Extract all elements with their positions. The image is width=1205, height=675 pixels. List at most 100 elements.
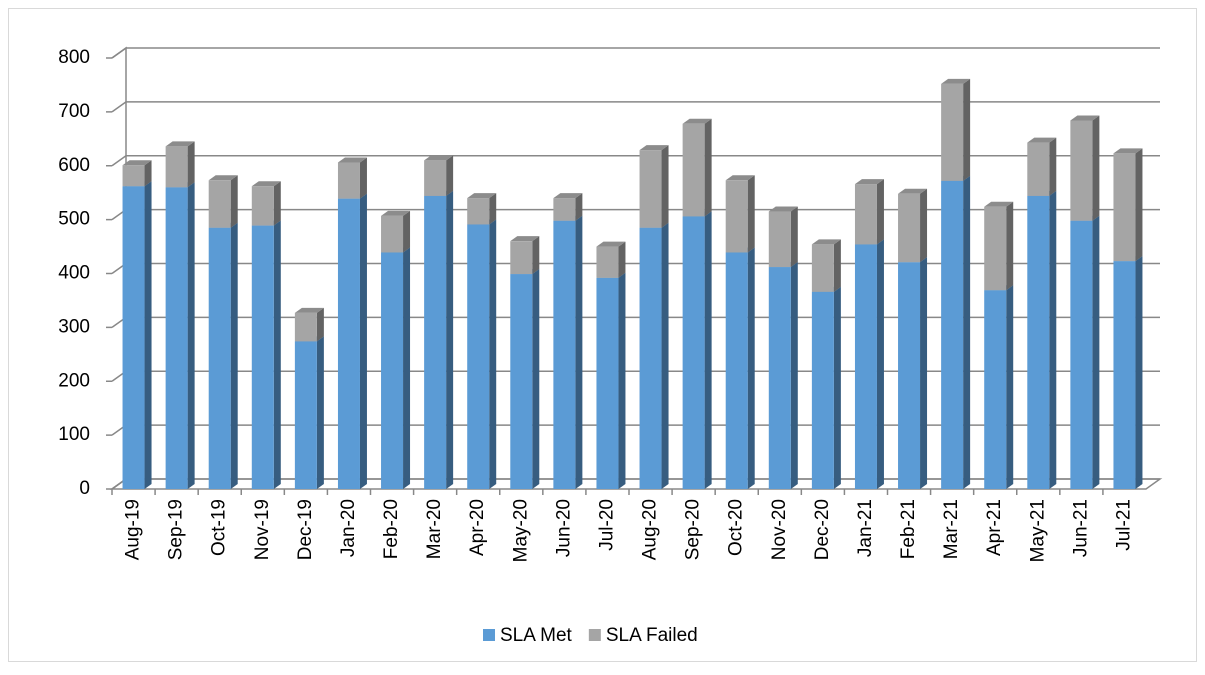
bar-top xyxy=(682,118,712,124)
bar xyxy=(898,193,921,263)
bar-side xyxy=(273,181,281,226)
bar-top xyxy=(854,179,884,185)
bar-segment xyxy=(1070,215,1100,489)
bar-side xyxy=(1006,201,1014,291)
bar-side xyxy=(1092,215,1100,489)
x-tick-label: Oct-19 xyxy=(209,499,230,556)
bar-segment xyxy=(467,193,497,225)
bar-side xyxy=(1135,256,1143,489)
bar-segment xyxy=(165,182,195,490)
bar-side xyxy=(575,193,583,221)
bar xyxy=(251,225,274,489)
grid-line xyxy=(111,47,1160,59)
bar xyxy=(251,186,274,226)
bar-top xyxy=(467,193,497,199)
bar-segment xyxy=(337,157,367,199)
x-tick-label: Oct-20 xyxy=(726,499,747,556)
bar-side xyxy=(144,181,152,489)
bar-side xyxy=(1092,115,1100,221)
y-tick-label: 300 xyxy=(58,316,90,337)
bar xyxy=(510,274,533,489)
bar-top xyxy=(639,145,669,151)
bar-segment xyxy=(854,239,884,489)
bar xyxy=(639,227,662,490)
bar-side xyxy=(1049,137,1057,196)
bar-segment xyxy=(381,247,411,489)
bar-top xyxy=(251,181,281,187)
bar-segment xyxy=(294,307,324,342)
bar-side xyxy=(403,210,411,253)
bar xyxy=(381,252,404,489)
bar xyxy=(854,244,877,489)
legend-swatch xyxy=(588,629,601,641)
bar-side xyxy=(187,141,195,188)
bar-top xyxy=(381,210,411,216)
x-tick-label: Sep-20 xyxy=(683,499,704,560)
bar xyxy=(941,180,964,489)
bar xyxy=(1070,120,1093,221)
bar-side xyxy=(532,236,540,275)
bar-segment xyxy=(639,222,669,490)
bar xyxy=(811,291,834,489)
bar xyxy=(337,198,360,489)
y-tick-label: 200 xyxy=(58,370,90,391)
bar-top xyxy=(596,241,626,247)
bar-side xyxy=(273,220,281,489)
x-tick-label: Jun-20 xyxy=(553,499,574,557)
bar-segment xyxy=(424,155,454,196)
x-tick-label: Jun-21 xyxy=(1070,499,1091,557)
bar-segment xyxy=(165,141,195,188)
bar-side xyxy=(316,307,324,342)
bar xyxy=(682,123,705,217)
bar-side xyxy=(876,239,884,489)
bar xyxy=(553,220,576,489)
bar-segment xyxy=(122,160,152,187)
bar-side xyxy=(489,219,497,489)
legend-swatch xyxy=(483,629,495,641)
bar-side xyxy=(920,257,928,489)
x-tick-label: Aug-19 xyxy=(123,499,144,560)
bar-side xyxy=(963,78,971,181)
bar-side xyxy=(446,190,454,490)
bar-side xyxy=(618,241,626,278)
bar-segment xyxy=(1113,148,1143,262)
bar xyxy=(898,262,921,489)
bar-segment xyxy=(984,201,1014,291)
x-tick-label: Mar-20 xyxy=(424,499,445,559)
bar-side xyxy=(747,247,755,489)
bar-segment xyxy=(1027,137,1057,196)
bar-side xyxy=(747,175,755,253)
bar-top xyxy=(984,201,1014,207)
bar-side xyxy=(230,222,238,490)
bar-segment xyxy=(208,222,238,490)
bar xyxy=(596,277,619,489)
x-tick-label: Apr-20 xyxy=(467,499,488,556)
bar-segment xyxy=(553,193,583,221)
bar xyxy=(424,195,447,490)
bar-side xyxy=(230,175,238,228)
bar-top xyxy=(898,188,928,194)
bar-segment xyxy=(424,190,454,490)
bar-top xyxy=(337,157,367,163)
legend-label: SLA Met xyxy=(500,625,573,646)
bar-segment xyxy=(768,262,798,489)
bar xyxy=(467,198,490,225)
bar-segment xyxy=(553,215,583,489)
bar xyxy=(208,180,231,228)
bar-side xyxy=(575,215,583,489)
bar-segment xyxy=(768,206,798,268)
bar-top xyxy=(1113,148,1143,154)
bar-segment xyxy=(1113,256,1143,489)
bar-segment xyxy=(467,219,497,489)
bar-side xyxy=(876,179,884,245)
bar-side xyxy=(661,222,669,490)
bar xyxy=(984,290,1007,489)
bar xyxy=(294,312,317,342)
bar xyxy=(725,180,748,253)
x-tick-label: Feb-20 xyxy=(381,499,402,559)
bar-side xyxy=(359,193,367,489)
grid-line xyxy=(111,155,1160,167)
bar-side xyxy=(920,188,928,263)
bar-segment xyxy=(941,78,971,181)
bar-side xyxy=(704,211,712,489)
